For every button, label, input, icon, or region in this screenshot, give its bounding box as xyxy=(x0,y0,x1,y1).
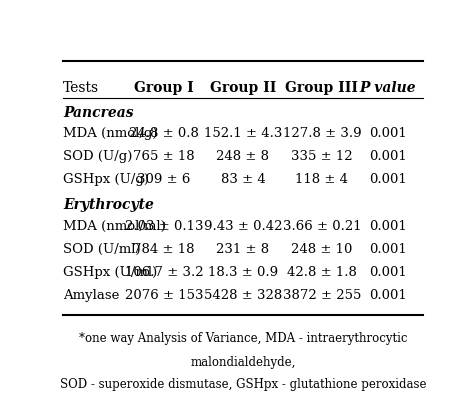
Text: 3.66 ± 0.21: 3.66 ± 0.21 xyxy=(283,220,361,233)
Text: 0.001: 0.001 xyxy=(369,266,407,279)
Text: MDA (nmol/ml): MDA (nmol/ml) xyxy=(63,220,166,233)
Text: 784 ± 18: 784 ± 18 xyxy=(133,243,195,256)
Text: SOD (U/g): SOD (U/g) xyxy=(63,150,132,163)
Text: 83 ± 4: 83 ± 4 xyxy=(220,173,265,186)
Text: 248 ± 8: 248 ± 8 xyxy=(217,150,269,163)
Text: 0.001: 0.001 xyxy=(369,289,407,302)
Text: Group I: Group I xyxy=(134,81,194,95)
Text: 309 ± 6: 309 ± 6 xyxy=(137,173,191,186)
Text: P value: P value xyxy=(360,81,416,95)
Text: 2076 ± 153: 2076 ± 153 xyxy=(125,289,203,302)
Text: 152.1 ± 4.3: 152.1 ± 4.3 xyxy=(204,127,282,140)
Text: 231 ± 8: 231 ± 8 xyxy=(216,243,270,256)
Text: Group III: Group III xyxy=(285,81,358,95)
Text: 18.3 ± 0.9: 18.3 ± 0.9 xyxy=(208,266,278,279)
Text: Pancreas: Pancreas xyxy=(63,106,133,120)
Text: 0.001: 0.001 xyxy=(369,150,407,163)
Text: Group II: Group II xyxy=(210,81,276,95)
Text: Erythrocyte: Erythrocyte xyxy=(63,199,154,213)
Text: 0.001: 0.001 xyxy=(369,243,407,256)
Text: 248 ± 10: 248 ± 10 xyxy=(291,243,353,256)
Text: 2.03 ± 0.13: 2.03 ± 0.13 xyxy=(125,220,203,233)
Text: malondialdehyde,: malondialdehyde, xyxy=(190,356,296,369)
Text: 3872 ± 255: 3872 ± 255 xyxy=(283,289,361,302)
Text: MDA (nmol/g): MDA (nmol/g) xyxy=(63,127,157,140)
Text: Tests: Tests xyxy=(63,81,99,95)
Text: 118 ± 4: 118 ± 4 xyxy=(295,173,348,186)
Text: GSHpx (U/ml): GSHpx (U/ml) xyxy=(63,266,157,279)
Text: 0.001: 0.001 xyxy=(369,127,407,140)
Text: 0.001: 0.001 xyxy=(369,220,407,233)
Text: 9.43 ± 0.42: 9.43 ± 0.42 xyxy=(204,220,282,233)
Text: 0.001: 0.001 xyxy=(369,173,407,186)
Text: SOD - superoxide dismutase, GSHpx - glutathione peroxidase: SOD - superoxide dismutase, GSHpx - glut… xyxy=(60,378,426,391)
Text: Amylase: Amylase xyxy=(63,289,119,302)
Text: 765 ± 18: 765 ± 18 xyxy=(133,150,195,163)
Text: 5428 ± 328: 5428 ± 328 xyxy=(204,289,282,302)
Text: 24.8 ± 0.8: 24.8 ± 0.8 xyxy=(129,127,199,140)
Text: *one way Analysis of Variance, MDA - intraerythrocytic: *one way Analysis of Variance, MDA - int… xyxy=(79,332,407,345)
Text: 335 ± 12: 335 ± 12 xyxy=(291,150,353,163)
Text: GSHpx (U/g): GSHpx (U/g) xyxy=(63,173,149,186)
Text: SOD (U/ml): SOD (U/ml) xyxy=(63,243,141,256)
Text: 106.7 ± 3.2: 106.7 ± 3.2 xyxy=(125,266,203,279)
Text: 127.8 ± 3.9: 127.8 ± 3.9 xyxy=(283,127,361,140)
Text: 42.8 ± 1.8: 42.8 ± 1.8 xyxy=(287,266,357,279)
